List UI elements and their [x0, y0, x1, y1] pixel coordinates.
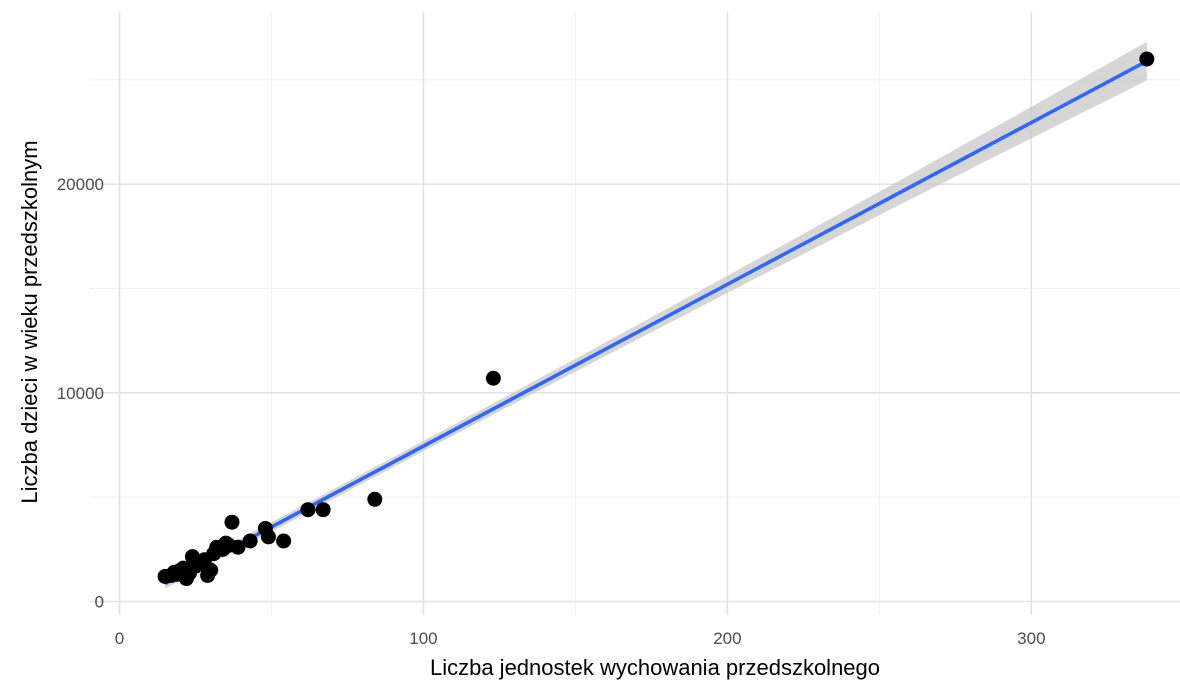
data-point: [276, 533, 292, 549]
x-tick-label: 100: [409, 629, 437, 648]
data-point: [260, 529, 276, 545]
data-point: [1139, 51, 1155, 67]
regression-line-layer: [164, 59, 1148, 586]
data-point: [300, 502, 316, 518]
x-tick-label: 0: [115, 629, 124, 648]
x-tick-label: 200: [713, 629, 741, 648]
y-tick-label: 20000: [57, 175, 104, 194]
data-point: [485, 370, 501, 386]
y-tick-label: 0: [95, 593, 104, 612]
data-point: [367, 491, 383, 507]
y-axis-title: Liczba dzieci w wieku przedszkolnym: [17, 140, 42, 503]
regression-line: [164, 59, 1148, 586]
x-tick-label: 300: [1017, 629, 1045, 648]
data-point: [203, 562, 219, 578]
y-tick-labels: 0 10000 20000: [57, 175, 104, 611]
y-tick-label: 10000: [57, 384, 104, 403]
data-point: [315, 502, 331, 518]
grid: [90, 12, 1180, 615]
x-axis-title: Liczba jednostek wychowania przedszkolne…: [430, 655, 880, 680]
x-tick-labels: 0 100 200 300: [115, 629, 1046, 648]
data-point: [242, 533, 258, 549]
data-point: [230, 539, 246, 555]
data-points: [157, 51, 1155, 587]
data-point: [224, 514, 240, 530]
